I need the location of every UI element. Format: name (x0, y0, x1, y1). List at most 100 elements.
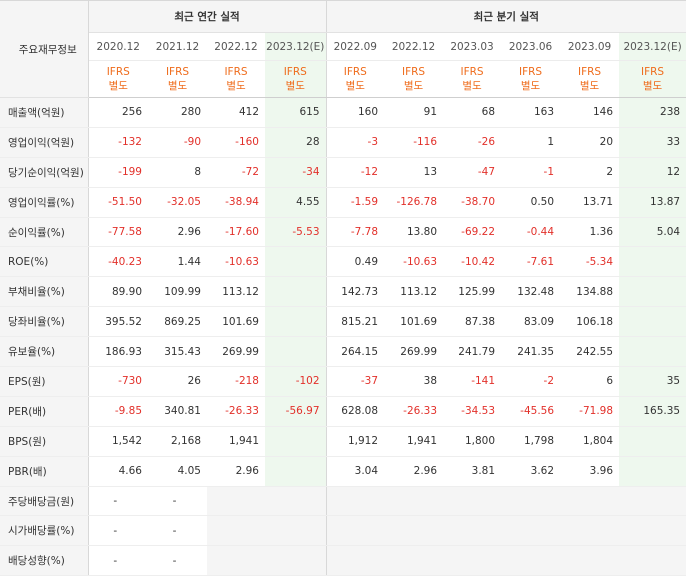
table-cell: -12 (326, 157, 385, 188)
table-cell: 0.49 (326, 246, 385, 278)
ifrs-badge: IFRS 별도 (443, 60, 502, 98)
table-cell: 146 (560, 97, 620, 128)
table-row: 매출액(억원) 256 280 412 615 160 91 68 163 146 238 (0, 97, 687, 128)
table-cell (207, 545, 265, 576)
table-cell (443, 545, 502, 576)
table-cell: 264.15 (326, 336, 385, 368)
period-header: 2023.06 (501, 32, 561, 61)
row-label: PBR(배) (0, 456, 89, 487)
table-cell: -26.33 (384, 396, 444, 427)
table-cell: -38.94 (207, 186, 265, 218)
table-cell: 3.81 (443, 456, 502, 487)
header-group-row: 주요재무정보 최근 연간 실적 최근 분기 실적 (0, 0, 687, 98)
table-cell: 13.71 (560, 186, 620, 218)
table-cell (501, 485, 561, 517)
table-cell: -141 (443, 366, 502, 397)
table-cell: 5.04 (619, 217, 687, 248)
table-cell: 109.99 (148, 276, 207, 308)
table-cell: 8 (148, 157, 207, 188)
table-cell (207, 485, 265, 517)
table-cell (265, 456, 327, 487)
table-cell: 106.18 (560, 306, 620, 338)
table-cell: 1,800 (443, 426, 502, 457)
table-cell: 3.04 (326, 456, 385, 487)
ifrs-label: IFRS (224, 66, 248, 78)
table-cell: 163 (501, 97, 561, 128)
row-header-label: 주요재무정보 (0, 0, 89, 98)
table-row: 유보율(%) 186.93 315.43 269.99 264.15 269.99 241.… (0, 336, 687, 368)
ifrs-label: IFRS (283, 66, 307, 78)
table-cell: 13.80 (384, 217, 444, 248)
table-cell: -40.23 (88, 246, 148, 278)
table-cell (619, 246, 687, 278)
separate-label: 별도 (108, 80, 128, 92)
table-cell: 3.96 (560, 456, 620, 487)
separate-label: 별도 (403, 80, 424, 92)
table-cell: 125.99 (443, 276, 502, 308)
table-cell: -1 (501, 157, 561, 188)
ifrs-label: IFRS (401, 66, 426, 78)
table-cell: -71.98 (560, 396, 620, 427)
table-cell: 815.21 (326, 306, 385, 338)
period-header: 2023.12(E) (265, 32, 327, 61)
table-cell: 241.35 (501, 336, 561, 368)
table-cell (443, 485, 502, 517)
table-cell: -45.56 (501, 396, 561, 427)
table-cell: 1,941 (207, 426, 265, 457)
table-cell: -38.70 (443, 186, 502, 218)
table-cell: -160 (207, 127, 265, 158)
ifrs-label: IFRS (106, 66, 130, 78)
table-cell: 315.43 (148, 336, 207, 368)
table-cell: 28 (265, 127, 327, 158)
table-cell: 13.87 (619, 186, 687, 218)
table-cell (560, 515, 620, 547)
table-cell: 6 (560, 366, 620, 397)
period-header: 2022.09 (326, 32, 385, 61)
table-cell (326, 515, 385, 547)
quarter-group-title: 최근 분기 실적 (326, 0, 687, 33)
row-label: 부채비율(%) (0, 276, 89, 308)
period-header: 2022.12 (207, 32, 265, 61)
table-cell: -102 (265, 366, 327, 397)
row-label: PER(배) (0, 396, 89, 427)
separate-label: 별도 (520, 80, 541, 92)
table-cell: 2,168 (148, 426, 207, 457)
period-header: 2023.12(E) (619, 32, 687, 61)
table-cell: -199 (88, 157, 148, 188)
ifrs-row: IFRS 별도 IFRS 별도 IFRS 별도 IFRS 별도 IFRS 별도 IFRS 별도 IFRS… (0, 60, 687, 98)
table-cell (326, 545, 385, 576)
table-cell (265, 306, 327, 338)
table-cell: -34 (265, 157, 327, 188)
table-cell: 2.96 (207, 456, 265, 487)
table-cell: 1,804 (560, 426, 620, 457)
table-cell: -90 (148, 127, 207, 158)
row-label: 시가배당률(%) (0, 515, 89, 547)
table-cell: - (88, 485, 148, 517)
row-label: 영업이익률(%) (0, 186, 89, 218)
table-cell: - (148, 545, 207, 576)
table-cell: 87.38 (443, 306, 502, 338)
table-cell: -126.78 (384, 186, 444, 218)
table-cell: 101.69 (384, 306, 444, 338)
table-cell: - (88, 515, 148, 547)
table-cell: - (88, 545, 148, 576)
period-header: 2020.12 (88, 32, 148, 61)
table-cell: -5.53 (265, 217, 327, 248)
table-cell: 269.99 (207, 336, 265, 368)
ifrs-label: IFRS (165, 66, 190, 78)
table-cell: 35 (619, 366, 687, 397)
table-row: 부채비율(%) 89.90 109.99 113.12 142.73 113.12 125.… (0, 276, 687, 308)
ifrs-badge: IFRS 별도 (384, 60, 444, 98)
table-cell (619, 485, 687, 517)
table-row: 당기순이익(억원) -199 8 -72 -34 -12 13 -47 -1 2 12 (0, 157, 687, 188)
table-cell: -10.63 (384, 246, 444, 278)
table-cell: 3.62 (501, 456, 561, 487)
table-cell: 165.35 (619, 396, 687, 427)
separate-label: 별도 (226, 80, 246, 92)
table-cell: -51.50 (88, 186, 148, 218)
table-cell: -730 (88, 366, 148, 397)
table-cell: 101.69 (207, 306, 265, 338)
separate-label: 별도 (642, 80, 663, 92)
table-cell: 38 (384, 366, 444, 397)
